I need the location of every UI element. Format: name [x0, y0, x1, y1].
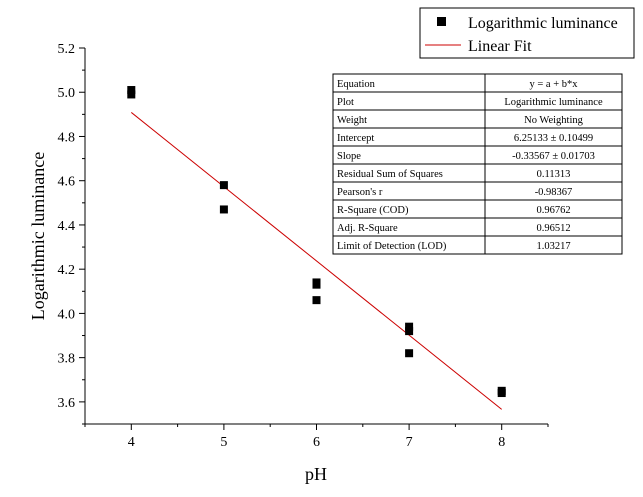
data-point: [219, 205, 228, 214]
stats-table-value: Logarithmic luminance: [504, 97, 603, 108]
y-tick-label: 4.4: [58, 219, 76, 234]
data-point: [405, 322, 414, 331]
x-tick-label: 7: [406, 435, 413, 450]
x-tick-label: 6: [313, 435, 320, 450]
data-point: [405, 349, 414, 358]
stats-table-value: -0.33567 ± 0.01703: [512, 151, 595, 162]
x-axis-title: pH: [305, 464, 327, 484]
fit-statistics-table: Equation y = a + b*x Plot Logarithmic lumin…: [332, 73, 623, 255]
y-tick-label: 4.2: [58, 263, 76, 278]
y-tick-label: 4.6: [58, 175, 76, 190]
y-tick-label: 3.6: [58, 396, 76, 411]
stats-table-key: Adj. R-Square: [337, 223, 398, 234]
stats-table-key: Intercept: [337, 133, 374, 144]
data-point: [497, 389, 506, 398]
legend-marker-square: [437, 17, 446, 26]
stats-table-key: Slope: [337, 151, 361, 162]
x-ticks: 4 5 6 7 8: [84, 424, 549, 450]
stats-table-key: Plot: [337, 97, 354, 108]
legend-label-fit: Linear Fit: [468, 38, 532, 55]
stats-table-value: 0.11313: [537, 169, 571, 180]
data-point: [127, 90, 136, 99]
stats-table-key: Equation: [337, 79, 376, 90]
stats-table-key: Limit of Detection (LOD): [337, 241, 447, 252]
stats-table-key: Pearson's r: [337, 187, 383, 198]
stats-table-value: 0.96762: [536, 205, 570, 216]
legend: Logarithmic luminance Linear Fit: [419, 7, 635, 59]
stats-table-key: Weight: [337, 115, 367, 126]
y-tick-label: 3.8: [58, 352, 76, 367]
data-point: [405, 327, 414, 336]
x-tick-label: 5: [220, 435, 227, 450]
stats-table-key: Residual Sum of Squares: [337, 169, 443, 180]
y-tick-label: 4.8: [58, 130, 76, 145]
stats-table-value: y = a + b*x: [529, 79, 578, 90]
stats-table-key: R-Square (COD): [337, 205, 409, 216]
legend-box: [419, 7, 635, 59]
data-point: [219, 181, 228, 190]
stats-table-value: 0.96512: [536, 223, 570, 234]
legend-label-scatter: Logarithmic luminance: [468, 15, 618, 32]
stats-table-value: No Weighting: [524, 115, 583, 126]
points-layer: [127, 86, 506, 398]
stats-table-value: -0.98367: [535, 187, 573, 198]
fit-line-layer: [130, 112, 503, 410]
x-tick-label: 8: [498, 435, 505, 450]
y-ticks: 3.6 3.8 4.0 4.2 4.4 4.6 4.8 5.0 5.2: [58, 42, 85, 425]
y-tick-label: 5.2: [58, 42, 76, 57]
data-point: [127, 86, 136, 95]
y-axis-title: Logarithmic luminance: [28, 152, 48, 320]
linear-fit-line: [130, 112, 503, 410]
data-point: [312, 296, 321, 305]
y-tick-label: 4.0: [58, 307, 76, 322]
stats-table-value: 6.25133 ± 0.10499: [514, 133, 593, 144]
x-tick-label: 4: [128, 435, 135, 450]
stats-table-value: 1.03217: [536, 241, 570, 252]
data-point: [312, 280, 321, 289]
y-tick-label: 5.0: [58, 86, 76, 101]
